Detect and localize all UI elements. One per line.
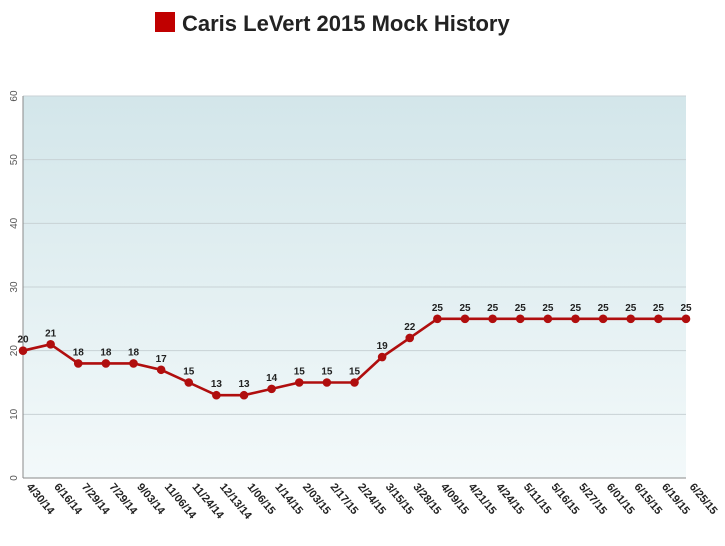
y-tick-label: 40	[9, 217, 20, 229]
data-label: 19	[377, 341, 389, 352]
y-tick-label: 60	[9, 90, 20, 102]
data-point	[460, 314, 470, 324]
data-point	[433, 314, 442, 324]
data-label: 14	[266, 373, 278, 384]
data-label: 15	[349, 367, 361, 378]
data-labels: 20 21 18 18 18 17 15 13 13 14 15 15 15 19 22 25 25 25 25 25…	[17, 303, 692, 390]
x-tick-label: 3/28/15	[410, 481, 443, 517]
data-label: 25	[570, 303, 582, 314]
data-label: 25	[680, 303, 692, 314]
data-point	[598, 314, 608, 324]
x-tick-label: 3/15/15	[383, 481, 416, 517]
data-point	[294, 378, 304, 387]
data-point	[350, 378, 359, 387]
x-axis-ticks: 4/30/146/16/147/29/147/29/149/03/1411/06…	[24, 481, 720, 522]
y-axis-ticks: 0 10 20 30 40 50 60	[9, 90, 20, 481]
data-point	[46, 340, 55, 349]
x-tick-label: 4/24/15	[493, 481, 526, 517]
x-tick-label: 2/24/15	[355, 481, 388, 517]
x-tick-label: 6/19/15	[659, 481, 692, 517]
data-point	[73, 359, 83, 368]
data-label: 25	[459, 303, 471, 314]
data-point	[515, 314, 525, 324]
data-point	[101, 359, 111, 368]
data-label: 20	[17, 335, 29, 346]
x-tick-label: 2/03/15	[300, 481, 333, 517]
chart-title: Caris LeVert 2015 Mock History	[155, 11, 510, 36]
data-label: 15	[321, 367, 333, 378]
x-tick-label: 6/16/14	[51, 481, 84, 518]
y-tick-label: 10	[9, 408, 20, 420]
data-label: 15	[294, 367, 306, 378]
data-point	[626, 314, 636, 324]
x-tick-label: 6/01/15	[604, 481, 637, 517]
x-tick-label: 4/09/15	[438, 481, 471, 517]
data-point	[571, 314, 580, 324]
data-label: 21	[45, 328, 57, 339]
data-point	[654, 314, 663, 324]
data-point	[239, 390, 249, 400]
data-label: 25	[542, 303, 554, 314]
data-point	[184, 378, 194, 387]
data-label: 18	[128, 347, 140, 358]
x-tick-label: 2/17/15	[328, 481, 361, 517]
x-tick-label: 9/03/14	[134, 481, 167, 518]
data-label: 25	[515, 303, 527, 314]
data-point	[18, 346, 28, 355]
data-point	[156, 365, 166, 375]
x-tick-label: 4/21/15	[466, 481, 499, 517]
data-label: 17	[156, 354, 168, 365]
data-label: 25	[598, 303, 610, 314]
grid-lines	[23, 95, 686, 415]
axes	[22, 96, 686, 479]
data-point	[322, 378, 332, 387]
data-label: 18	[73, 347, 85, 358]
x-tick-label: 5/11/15	[521, 481, 553, 516]
data-label: 15	[183, 367, 195, 378]
y-tick-label: 50	[9, 154, 20, 166]
data-point	[488, 314, 497, 324]
x-tick-label: 1/14/15	[272, 481, 305, 517]
data-label: 13	[211, 379, 223, 390]
data-label: 22	[404, 322, 416, 333]
data-label: 25	[432, 303, 444, 314]
data-label: 18	[100, 347, 112, 358]
data-point	[405, 333, 415, 343]
x-tick-label: 6/25/15	[687, 481, 720, 517]
y-tick-label: 30	[9, 281, 20, 293]
x-tick-label: 7/29/14	[79, 481, 112, 518]
data-point	[267, 384, 276, 394]
x-tick-label: 4/30/14	[24, 481, 57, 518]
title-marker	[155, 12, 175, 32]
data-point	[129, 359, 138, 368]
data-points	[18, 314, 691, 400]
data-point	[681, 314, 691, 324]
y-tick-label: 20	[9, 345, 20, 357]
data-label: 25	[487, 303, 499, 314]
data-label: 25	[625, 303, 637, 314]
data-label: 13	[238, 379, 250, 390]
x-tick-label: 7/29/14	[107, 481, 140, 518]
x-tick-label: 6/15/15	[631, 481, 664, 517]
data-label: 25	[653, 303, 665, 314]
data-point	[212, 390, 221, 400]
chart-title-text: Caris LeVert 2015 Mock History	[182, 11, 510, 36]
y-tick-label: 0	[9, 475, 20, 481]
data-point	[543, 314, 553, 324]
data-point	[377, 352, 387, 362]
x-tick-label: 5/16/15	[549, 481, 582, 517]
x-tick-label: 5/27/15	[576, 481, 609, 517]
